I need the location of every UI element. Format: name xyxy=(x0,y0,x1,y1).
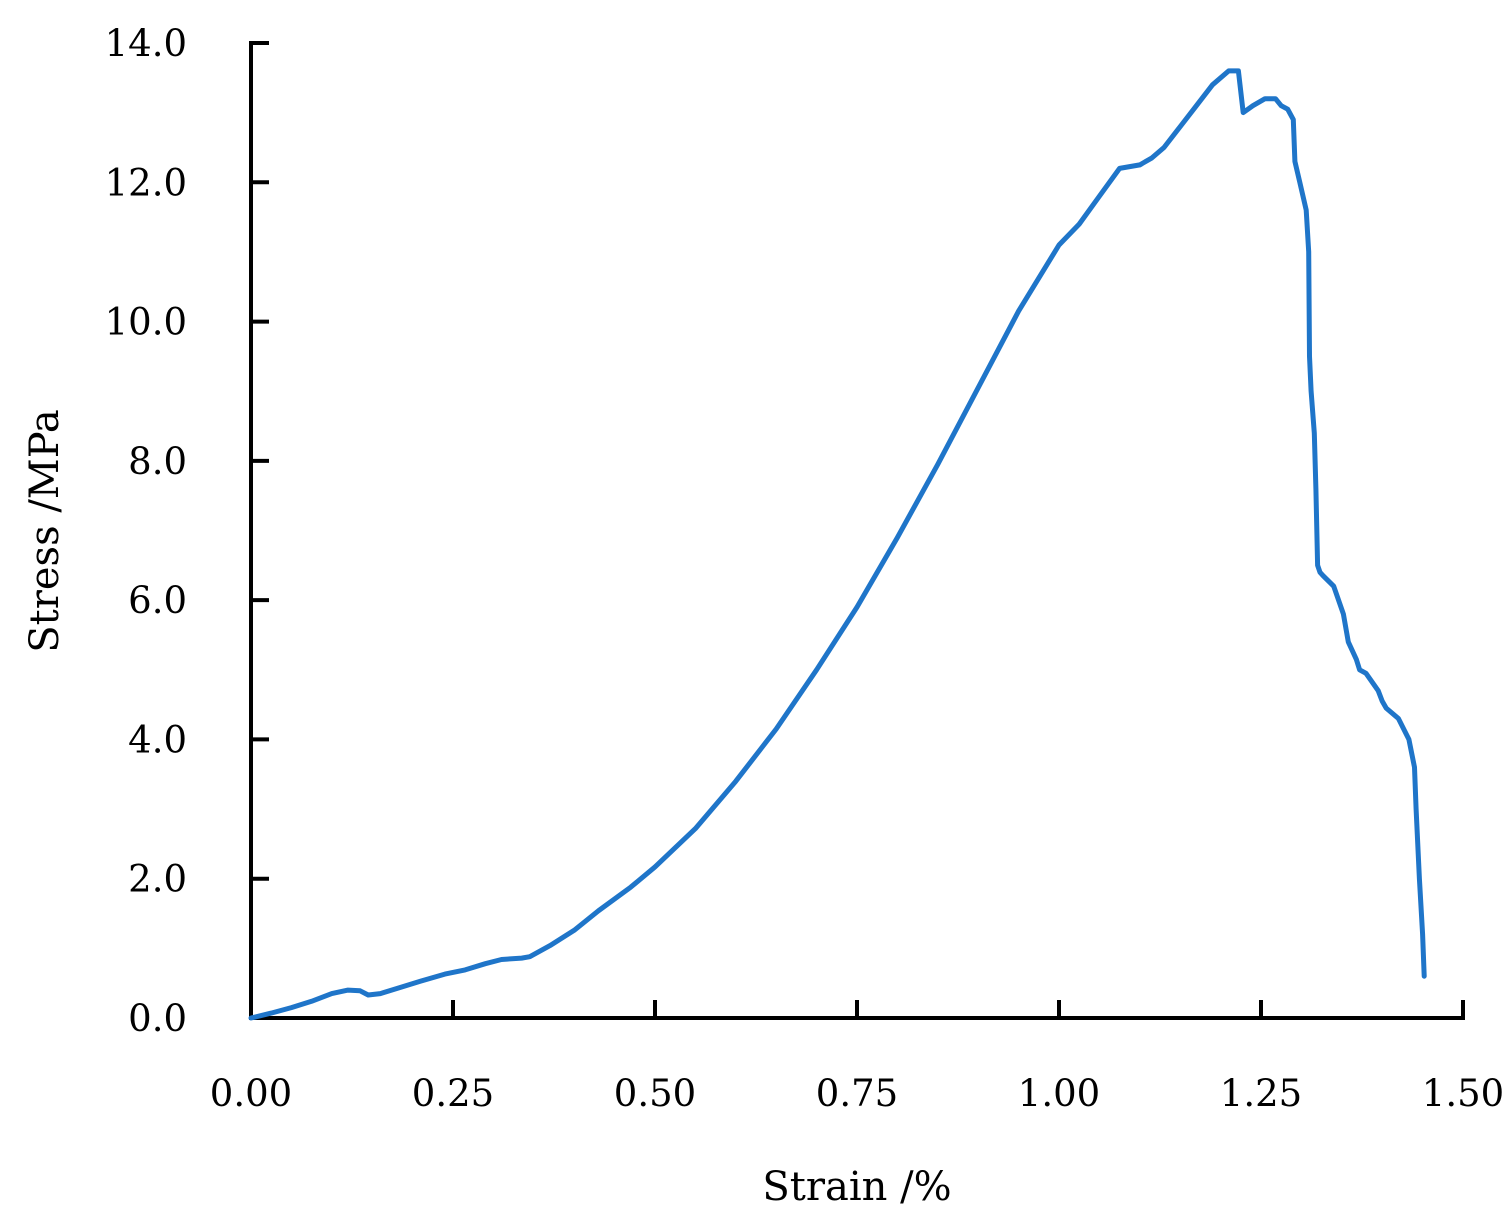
x-tick-label: 0.75 xyxy=(816,1072,898,1115)
x-axis-title: Strain /% xyxy=(762,1164,951,1210)
y-tick-label: 10.0 xyxy=(105,301,187,344)
stress-strain-line xyxy=(248,68,1427,1021)
x-tick-label: 0.00 xyxy=(210,1072,292,1115)
y-tick-label: 12.0 xyxy=(105,161,187,204)
y-tick-label: 14.0 xyxy=(105,22,187,65)
y-axis-title: Stress /MPa xyxy=(22,409,68,652)
y-tick-label: 0.0 xyxy=(128,997,187,1040)
x-axis: 0.00 0.25 0.50 0.75 1.00 1.25 1.50 xyxy=(210,1000,1504,1115)
y-tick-label: 4.0 xyxy=(128,718,187,761)
y-axis: 0.0 2.0 4.0 6.0 8.0 10.0 12.0 14.0 xyxy=(105,22,269,1040)
x-tick-label: 1.25 xyxy=(1220,1072,1302,1115)
x-tick-label: 0.25 xyxy=(412,1072,494,1115)
x-tick-label: 1.00 xyxy=(1018,1072,1100,1115)
y-tick-label: 8.0 xyxy=(128,440,187,483)
x-tick-label: 0.50 xyxy=(614,1072,696,1115)
x-tick-label: 1.50 xyxy=(1422,1072,1504,1115)
y-tick-label: 2.0 xyxy=(128,858,187,901)
y-tick-label: 6.0 xyxy=(128,579,187,622)
